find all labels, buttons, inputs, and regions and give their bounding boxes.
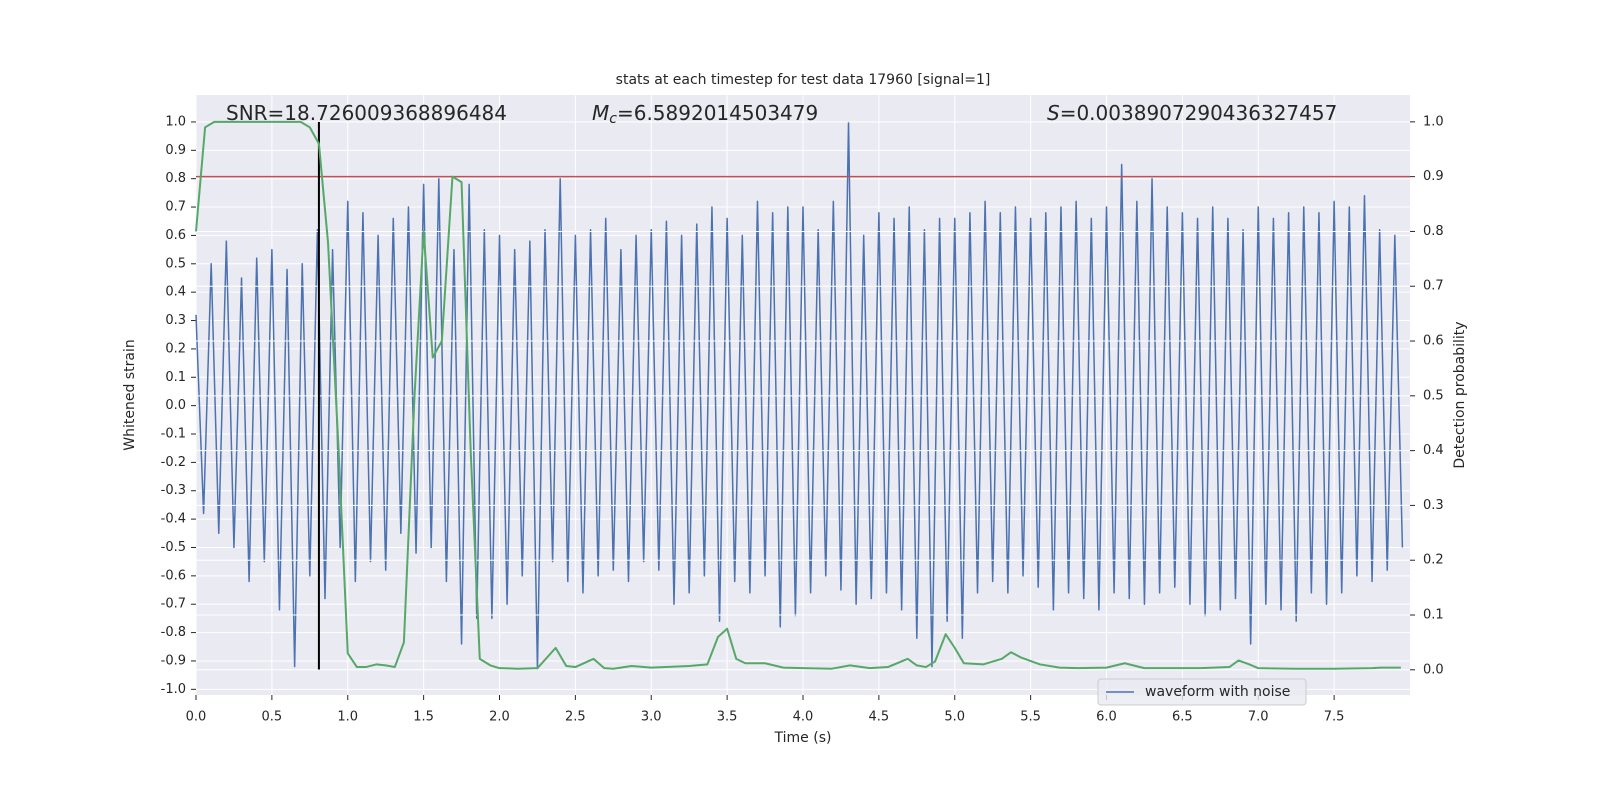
x-tick-label: 1.0 [337, 710, 358, 725]
y2-tick-label: 0.8 [1423, 224, 1444, 239]
y2-tick-label: 0.3 [1423, 498, 1444, 513]
x-tick-label: 4.5 [869, 710, 890, 725]
x-tick-label: 3.0 [641, 710, 662, 725]
x-tick-label: 3.5 [717, 710, 738, 725]
x-tick-label: 2.5 [565, 710, 586, 725]
y2-tick-label: 0.9 [1423, 169, 1444, 184]
x-tick-label: 6.5 [1172, 710, 1193, 725]
x-tick-label: 4.0 [793, 710, 814, 725]
y-tick-label: 0.3 [165, 313, 186, 328]
y-tick-label: -0.5 [161, 540, 186, 555]
y2-tick-label: 0.1 [1423, 608, 1444, 623]
y-tick-label: 0.9 [165, 143, 186, 158]
y-tick-label: 0.5 [165, 256, 186, 271]
y2-axis-label: Detection probability [1452, 321, 1468, 468]
x-tick-label: 0.5 [262, 710, 283, 725]
y-tick-label: -0.4 [161, 512, 186, 527]
x-tick-label: 7.0 [1248, 710, 1269, 725]
annotation: Mc=6.5892014503479 [592, 101, 818, 128]
chart-title: stats at each timestep for test data 179… [616, 72, 991, 88]
y2-tick-label: 0.6 [1423, 334, 1444, 349]
y-tick-label: -0.2 [161, 455, 186, 470]
legend-box [1097, 678, 1307, 706]
y-tick-label: 0.7 [165, 200, 186, 215]
y-tick-label: -0.3 [161, 483, 186, 498]
y-tick-label: -0.7 [161, 597, 186, 612]
x-tick-label: 1.5 [413, 710, 434, 725]
y-tick-label: 1.0 [165, 114, 186, 129]
y-tick-label: -0.1 [161, 427, 186, 442]
y-tick-label: 0.8 [165, 171, 186, 186]
y-tick-label: -0.6 [161, 568, 186, 583]
annotation-text: =0.0038907290436327457 [1060, 101, 1338, 125]
x-axis-label: Time (s) [774, 730, 832, 746]
y2-tick-label: 0.4 [1423, 443, 1444, 458]
annotation-text: =6.5892014503479 [617, 101, 818, 125]
series-line [195, 121, 1404, 671]
x-tick-label: 6.0 [1096, 710, 1117, 725]
y-tick-label: 0.1 [165, 370, 186, 385]
x-tick-label: 5.5 [1020, 710, 1041, 725]
annotation-text: SNR=18.726009368896484 [226, 101, 507, 125]
y2-tick-label: 0.2 [1423, 553, 1444, 568]
y2-tick-label: 0.5 [1423, 388, 1444, 403]
x-tick-label: 2.0 [489, 710, 510, 725]
series-line [195, 120, 1401, 670]
legend-label: waveform with noise [1145, 684, 1290, 700]
y-axis-label: Whitened strain [122, 339, 138, 450]
y2-tick-label: 0.7 [1423, 279, 1444, 294]
y-tick-label: -0.9 [161, 653, 186, 668]
x-tick-label: 5.0 [944, 710, 965, 725]
annotation-symbol: M [592, 101, 609, 125]
annotation: SNR=18.726009368896484 [226, 101, 507, 125]
y-tick-label: -0.8 [161, 625, 186, 640]
y2-tick-label: 0.0 [1423, 662, 1444, 677]
y-tick-label: 0.6 [165, 228, 186, 243]
y2-tick-label: 1.0 [1423, 114, 1444, 129]
y-tick-label: 0.2 [165, 341, 186, 356]
x-tick-label: 0.0 [186, 710, 207, 725]
y-tick-label: 0.4 [165, 285, 186, 300]
annotation-subscript: c [609, 111, 617, 127]
annotation: S=0.0038907290436327457 [1047, 101, 1337, 125]
annotation-symbol: S [1047, 101, 1060, 125]
y-tick-label: 0.0 [165, 398, 186, 413]
y-tick-label: -1.0 [161, 682, 186, 697]
x-tick-label: 7.5 [1324, 710, 1345, 725]
